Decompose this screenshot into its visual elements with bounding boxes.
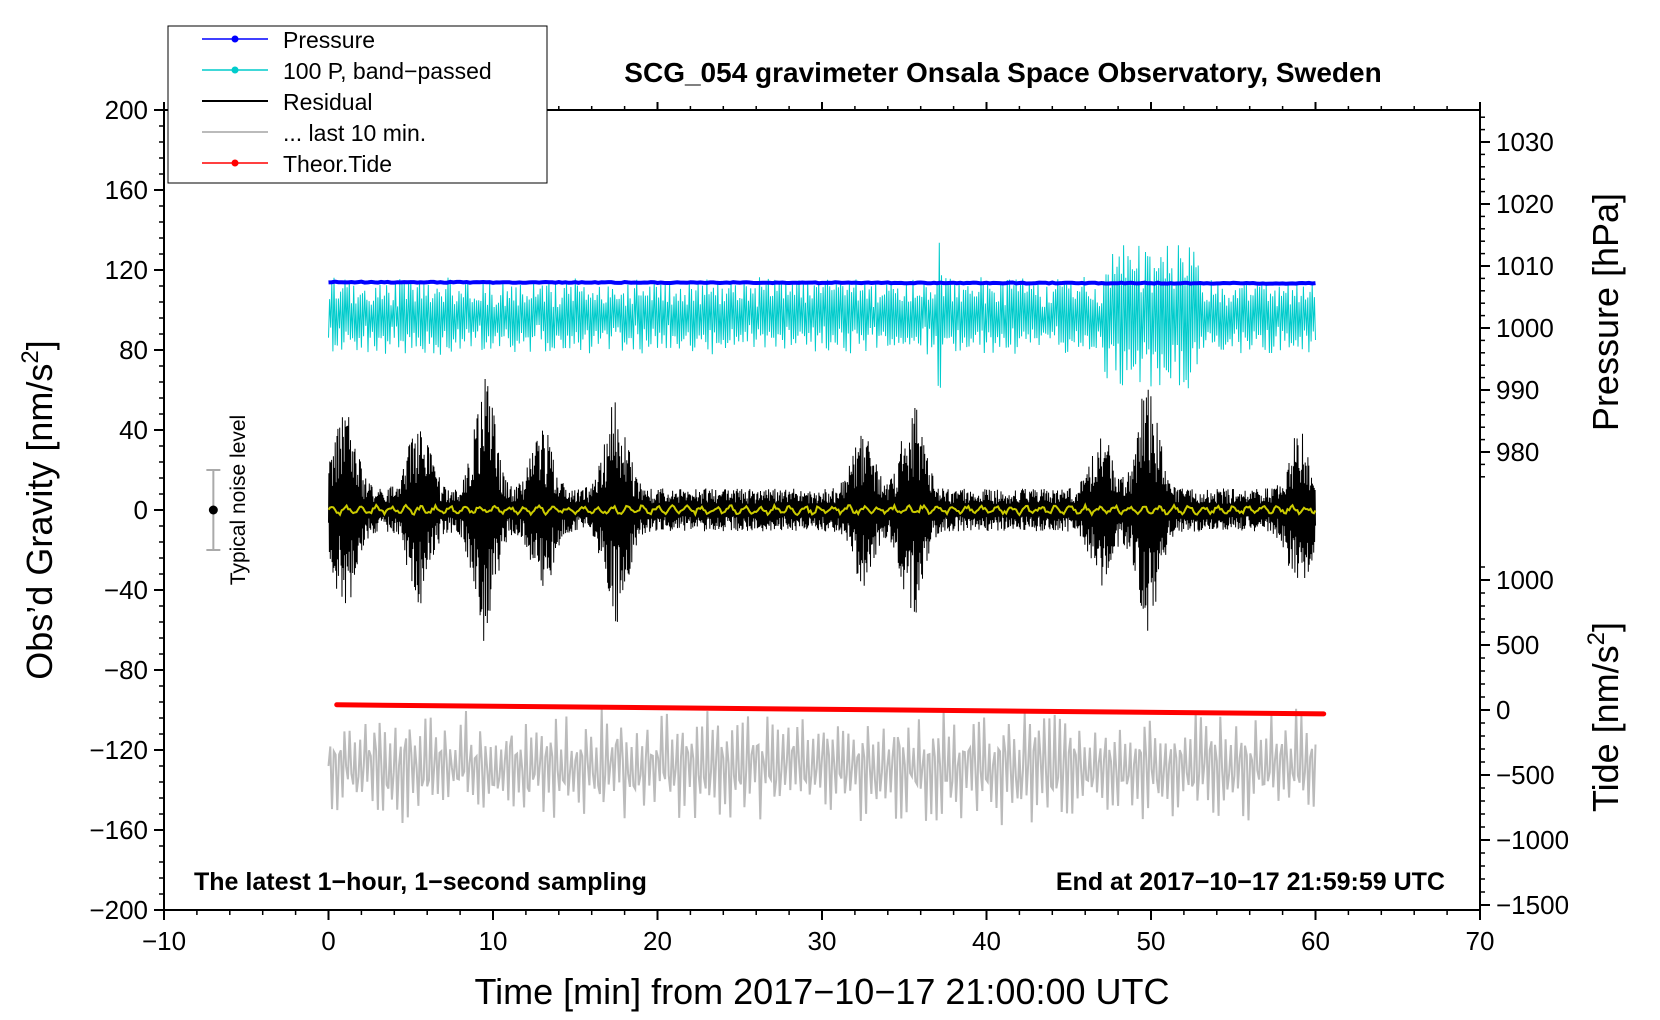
x-tick-label: 30 bbox=[808, 926, 837, 956]
x-tick-label: 0 bbox=[321, 926, 335, 956]
legend-box bbox=[167, 25, 548, 184]
legend: Pressure 100 P, band−passed Residual ...… bbox=[167, 25, 548, 184]
legend-label-last10: ... last 10 min. bbox=[283, 120, 426, 146]
residual-smoothed-line bbox=[327, 502, 1317, 518]
y-tick-label: 200 bbox=[105, 95, 148, 125]
legend-label-tide: Theor.Tide bbox=[283, 151, 392, 177]
y-tick-label: −40 bbox=[104, 575, 148, 605]
noise-level-label: Typical noise level bbox=[227, 415, 250, 585]
x-tick-label: 10 bbox=[479, 926, 508, 956]
x-tick-label: −10 bbox=[142, 926, 186, 956]
x-tick-label: 70 bbox=[1466, 926, 1495, 956]
legend-dot-pressure bbox=[231, 35, 239, 43]
legend-label-pressure: Pressure bbox=[283, 27, 375, 53]
pressure-tick-label: 1030 bbox=[1496, 127, 1554, 157]
annotation-sampling: The latest 1−hour, 1−second sampling bbox=[194, 868, 647, 896]
tide-tick-label: 500 bbox=[1496, 630, 1539, 660]
y-axis-label-left: Obs’d Gravity [nm/s2] bbox=[17, 340, 60, 679]
data-layer bbox=[206, 242, 1327, 826]
y-tick-label: 160 bbox=[105, 175, 148, 205]
tide-tick-label: −1500 bbox=[1496, 890, 1569, 920]
y-tick-label: 80 bbox=[119, 335, 148, 365]
x-tick-label: 20 bbox=[643, 926, 672, 956]
y-tick-label: −120 bbox=[89, 735, 148, 765]
y-tick-label: 40 bbox=[119, 415, 148, 445]
tide-tick-label: −500 bbox=[1496, 760, 1555, 790]
pressure-tick-label: 990 bbox=[1496, 375, 1539, 405]
pressure-tick-label: 980 bbox=[1496, 437, 1539, 467]
tide-tick-label: 1000 bbox=[1496, 565, 1554, 595]
legend-dot-tide bbox=[231, 159, 239, 167]
pressure-tick-label: 1010 bbox=[1496, 251, 1554, 281]
last-10-min-line bbox=[327, 708, 1317, 826]
y-tick-label: −80 bbox=[104, 655, 148, 685]
y-tick-label: −160 bbox=[89, 815, 148, 845]
annotation-end-time: End at 2017−10−17 21:59:59 UTC bbox=[1056, 868, 1445, 896]
y-tick-label: 0 bbox=[134, 495, 148, 525]
theoretical-tide-line bbox=[334, 702, 1327, 717]
tide-tick-label: 0 bbox=[1496, 695, 1510, 725]
x-axis-label: Time [min] from 2017−10−17 21:00:00 UTC bbox=[474, 971, 1169, 1012]
pressure-line bbox=[328, 279, 1316, 286]
pressure-tick-label: 1000 bbox=[1496, 313, 1554, 343]
y-axis-label-tide: Tide [nm/s2] bbox=[1583, 622, 1626, 812]
y-axis-label-pressure: Pressure [hPa] bbox=[1585, 193, 1626, 431]
x-tick-label: 50 bbox=[1137, 926, 1166, 956]
legend-label-residual: Residual bbox=[283, 89, 373, 115]
tide-tick-label: −1000 bbox=[1496, 825, 1569, 855]
x-tick-label: 60 bbox=[1301, 926, 1330, 956]
bandpassed-pressure-line bbox=[328, 242, 1316, 389]
legend-dot-bandpassed bbox=[231, 66, 239, 74]
legend-label-bandpassed: 100 P, band−passed bbox=[283, 58, 492, 84]
pressure-tick-label: 1020 bbox=[1496, 189, 1554, 219]
residual-line bbox=[328, 378, 1316, 641]
y-tick-label: −200 bbox=[89, 895, 148, 925]
y-tick-label: 120 bbox=[105, 255, 148, 285]
x-tick-label: 40 bbox=[972, 926, 1001, 956]
axes-layer: −10 0 10 20 30 40 50 60 70−200−160−120−80−400408… bbox=[89, 95, 1569, 956]
chart-title: SCG_054 gravimeter Onsala Space Observat… bbox=[624, 57, 1381, 88]
noise-bar-center bbox=[208, 505, 218, 515]
